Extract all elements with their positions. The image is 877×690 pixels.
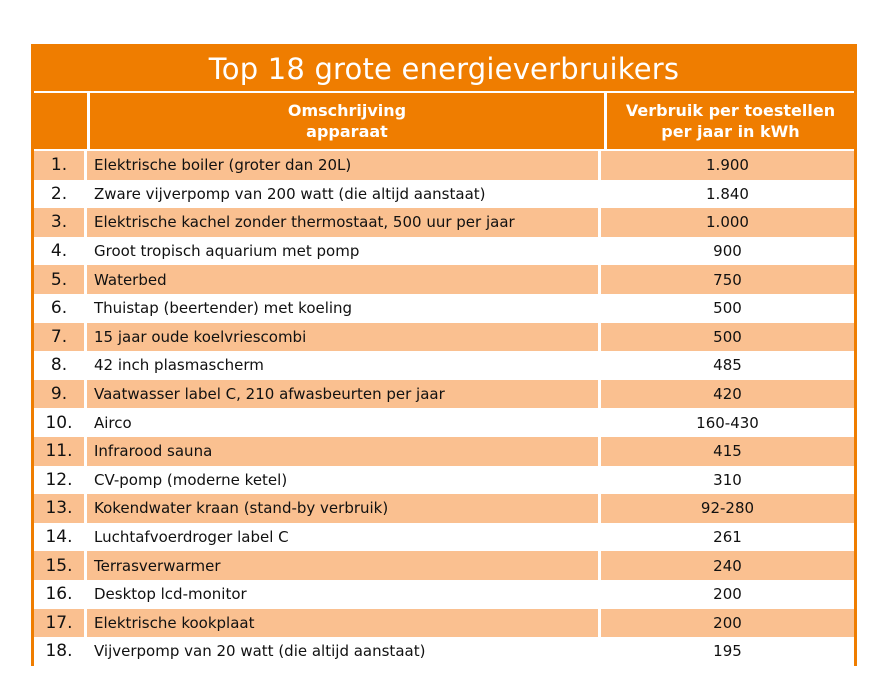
table-row: 9. Vaatwasser label C, 210 afwasbeurten p… bbox=[34, 379, 854, 409]
row-consumption: 200 bbox=[713, 585, 742, 604]
row-description: Elektrische kachel zonder thermostaat, 5… bbox=[87, 208, 601, 237]
row-consumption: 1.900 bbox=[706, 156, 749, 175]
table-row: 17. Elektrische kookplaat 200 bbox=[34, 608, 854, 638]
row-consumption: 261 bbox=[713, 528, 742, 547]
row-number: 3. bbox=[34, 208, 87, 237]
row-description: Infrarood sauna bbox=[87, 436, 601, 466]
row-description: Desktop lcd-monitor bbox=[87, 579, 601, 609]
row-consumption: 485 bbox=[713, 356, 742, 375]
table-header: Omschrijving apparaat Verbruik per toest… bbox=[34, 91, 854, 151]
header-description-column: Omschrijving apparaat bbox=[90, 93, 607, 149]
row-consumption: 1.000 bbox=[706, 213, 749, 232]
row-number: 10. bbox=[34, 408, 87, 437]
header-consumption-column: Verbruik per toestellen per jaar in kWh bbox=[607, 93, 854, 149]
header-consumption-line1: Verbruik per toestellen bbox=[625, 101, 836, 120]
row-description: Vijverpomp van 20 watt (die altijd aanst… bbox=[87, 637, 601, 666]
row-consumption: 195 bbox=[713, 642, 742, 661]
table-row: 15. Terrasverwarmer 240 bbox=[34, 551, 854, 580]
row-consumption: 1.840 bbox=[706, 184, 749, 203]
table-row: 18. Vijverpomp van 20 watt (die altijd aa… bbox=[34, 637, 854, 666]
table-row: 1. Elektrische boiler (groter dan 20L) 1.9… bbox=[34, 151, 854, 180]
energy-table: Top 18 grote energieverbruikers Omschrij… bbox=[31, 44, 857, 666]
row-number: 7. bbox=[34, 322, 87, 352]
row-description: Elektrische boiler (groter dan 20L) bbox=[87, 151, 601, 180]
row-number: 5. bbox=[34, 265, 87, 294]
table-row: 10. Airco 160-430 bbox=[34, 408, 854, 437]
row-description: Airco bbox=[87, 408, 601, 437]
row-description: Terrasverwarmer bbox=[87, 551, 601, 580]
row-consumption: 92-280 bbox=[700, 499, 755, 518]
table-body: 1. Elektrische boiler (groter dan 20L) 1.9… bbox=[34, 151, 854, 666]
row-description: Thuistap (beertender) met koeling bbox=[87, 293, 601, 323]
table-row: 7. 15 jaar oude koelvriescombi 500 bbox=[34, 322, 854, 352]
row-description: Kokendwater kraan (stand-by verbruik) bbox=[87, 494, 601, 523]
table-row: 6. Thuistap (beertender) met koeling 500 bbox=[34, 293, 854, 323]
table-row: 5. Waterbed 750 bbox=[34, 265, 854, 294]
row-number: 16. bbox=[34, 579, 87, 609]
row-consumption: 200 bbox=[713, 613, 742, 632]
row-description: 15 jaar oude koelvriescombi bbox=[87, 322, 601, 352]
row-description: Waterbed bbox=[87, 265, 601, 294]
table-row: 11. Infrarood sauna 415 bbox=[34, 436, 854, 466]
row-description: Elektrische kookplaat bbox=[87, 608, 601, 638]
row-number: 15. bbox=[34, 551, 87, 580]
table-row: 8. 42 inch plasmascherm 485 bbox=[34, 351, 854, 380]
row-number: 6. bbox=[34, 293, 87, 323]
row-consumption: 500 bbox=[713, 327, 742, 346]
table-row: 12. CV-pomp (moderne ketel) 310 bbox=[34, 465, 854, 495]
row-consumption: 240 bbox=[713, 556, 742, 575]
row-number: 2. bbox=[34, 179, 87, 209]
row-number: 4. bbox=[34, 236, 87, 266]
row-number: 11. bbox=[34, 436, 87, 466]
row-consumption: 160-430 bbox=[696, 413, 759, 432]
header-description-line1: Omschrijving bbox=[287, 101, 407, 120]
row-number: 12. bbox=[34, 465, 87, 495]
row-number: 13. bbox=[34, 494, 87, 523]
row-consumption: 750 bbox=[713, 270, 742, 289]
header-description-line2: apparaat bbox=[306, 122, 388, 141]
row-number: 17. bbox=[34, 608, 87, 638]
table-row: 16. Desktop lcd-monitor 200 bbox=[34, 579, 854, 609]
row-number: 18. bbox=[34, 637, 87, 666]
row-number: 14. bbox=[34, 522, 87, 552]
table-row: 3. Elektrische kachel zonder thermostaat,… bbox=[34, 208, 854, 237]
row-description: Vaatwasser label C, 210 afwasbeurten per… bbox=[87, 379, 601, 409]
table-title: Top 18 grote energieverbruikers bbox=[34, 47, 854, 91]
row-number: 9. bbox=[34, 379, 87, 409]
row-consumption: 415 bbox=[713, 442, 742, 461]
row-consumption: 500 bbox=[713, 299, 742, 318]
row-description: Luchtafvoerdroger label C bbox=[87, 522, 601, 552]
row-consumption: 900 bbox=[713, 242, 742, 261]
table-row: 14. Luchtafvoerdroger label C 261 bbox=[34, 522, 854, 552]
row-number: 1. bbox=[34, 151, 87, 180]
table-row: 2. Zware vijverpomp van 200 watt (die alt… bbox=[34, 179, 854, 209]
header-number-column bbox=[34, 93, 90, 149]
row-description: Groot tropisch aquarium met pomp bbox=[87, 236, 601, 266]
row-description: CV-pomp (moderne ketel) bbox=[87, 465, 601, 495]
row-description: Zware vijverpomp van 200 watt (die altij… bbox=[87, 179, 601, 209]
row-number: 8. bbox=[34, 351, 87, 380]
row-description: 42 inch plasmascherm bbox=[87, 351, 601, 380]
row-consumption: 310 bbox=[713, 470, 742, 489]
table-row: 13. Kokendwater kraan (stand-by verbruik)… bbox=[34, 494, 854, 523]
row-consumption: 420 bbox=[713, 385, 742, 404]
header-consumption-line2: per jaar in kWh bbox=[661, 122, 800, 141]
table-row: 4. Groot tropisch aquarium met pomp 900 bbox=[34, 236, 854, 266]
